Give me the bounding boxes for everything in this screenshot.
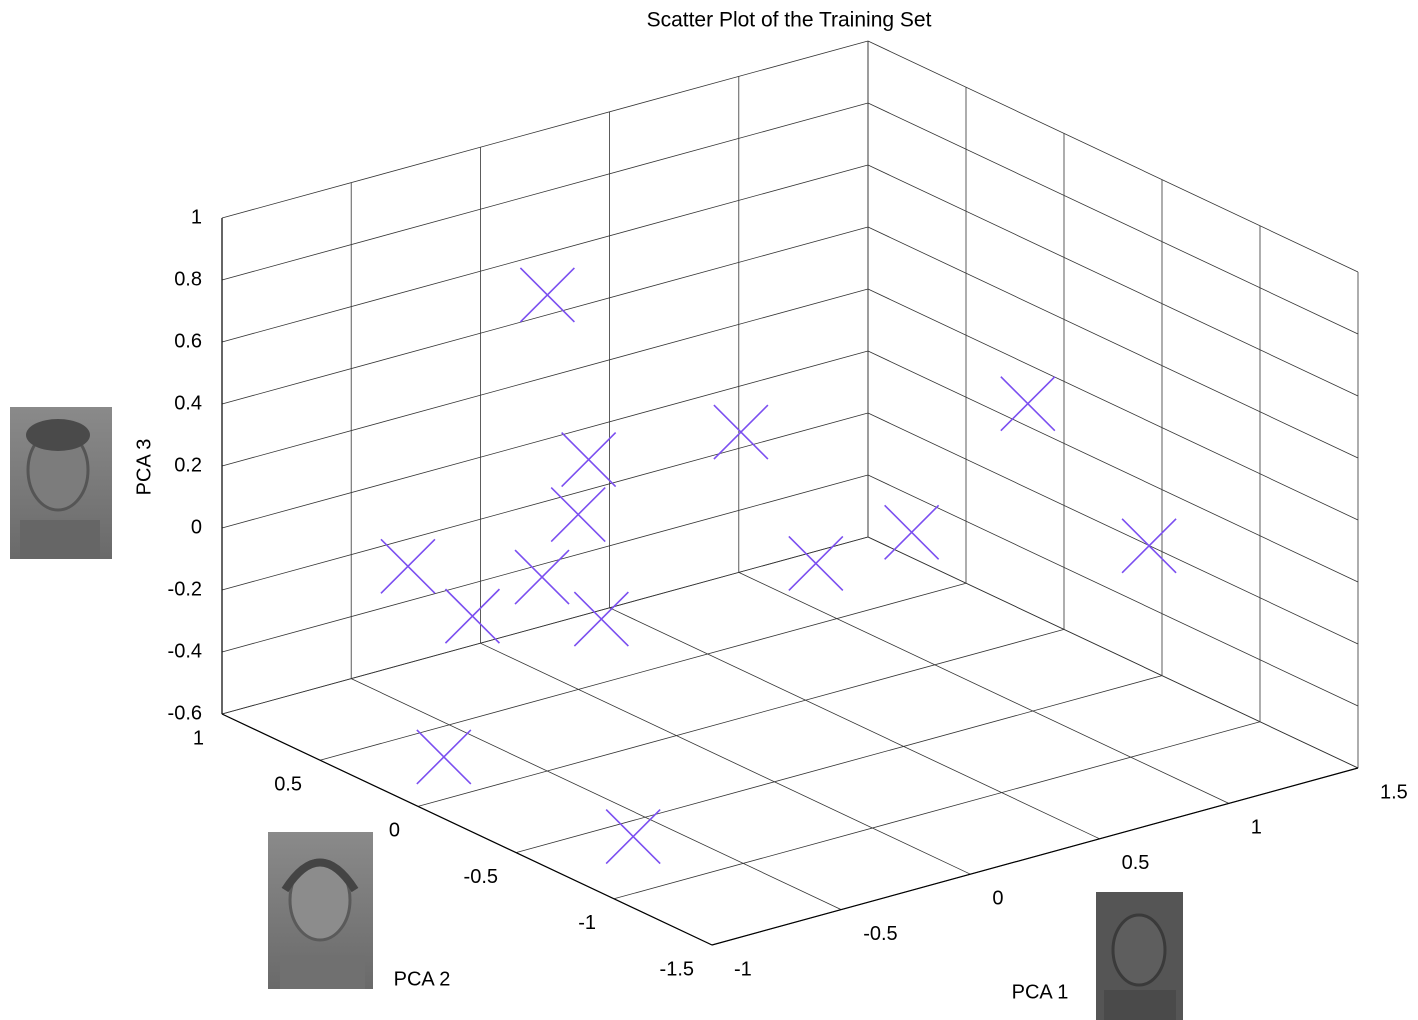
grid-line: [867, 474, 1359, 707]
marker: [788, 535, 844, 591]
z-tick-label: -0.2: [168, 578, 202, 600]
grid-line: [867, 350, 1359, 583]
grid-line: [221, 536, 869, 715]
grid-line: [738, 572, 1229, 804]
marker: [1121, 518, 1177, 574]
x-tick-label: 1.5: [1380, 781, 1408, 803]
face-image-z: [10, 407, 112, 559]
grid-line: [221, 164, 869, 343]
face-image-y: [268, 832, 373, 989]
z-tick-label: 1: [191, 206, 202, 228]
marker: [519, 267, 575, 323]
z-tick-label: -0.4: [168, 640, 202, 662]
grid-line: [867, 536, 1359, 769]
axis-line: [221, 713, 713, 946]
face-image-x: [1096, 892, 1183, 1020]
marker: [550, 486, 606, 543]
y-tick-label: -1: [578, 912, 596, 934]
grid-line: [221, 350, 869, 529]
marker: [561, 432, 617, 488]
z-axis-label: PCA 3: [133, 439, 155, 496]
grid-line: [867, 412, 1359, 645]
x-tick-label: -1: [734, 958, 752, 980]
marker: [380, 538, 436, 594]
marker: [1000, 376, 1056, 432]
x-tick-label: 0.5: [1122, 852, 1150, 874]
grid-line: [221, 226, 869, 405]
grid-line: [613, 721, 1261, 900]
y-tick-label: -1.5: [660, 958, 694, 980]
x-tick-label: 0: [992, 887, 1003, 909]
marker: [713, 404, 769, 460]
marker: [573, 591, 629, 647]
x-tick-label: -0.5: [863, 923, 897, 945]
grid-line: [221, 412, 869, 591]
x-tick-label: 1: [1251, 817, 1262, 839]
grid-line: [867, 40, 1359, 273]
z-tick-label: 0.2: [174, 454, 202, 476]
chart-title: Scatter Plot of the Training Set: [647, 9, 932, 32]
y-tick-label: 1: [193, 727, 204, 749]
grid-line: [221, 40, 869, 219]
grid-line: [867, 164, 1359, 397]
grid-line: [867, 226, 1359, 459]
z-tick-label: -0.6: [168, 702, 202, 724]
y-tick-label: 0: [389, 820, 400, 842]
marker: [514, 549, 570, 605]
grid-line: [480, 642, 971, 875]
marker: [605, 809, 661, 865]
z-tick-label: 0.4: [174, 392, 202, 414]
y-axis-label: PCA 2: [394, 968, 451, 990]
y-tick-label: 0.5: [274, 773, 302, 795]
z-tick-label: 0.8: [174, 268, 202, 290]
marker: [444, 588, 501, 644]
grid-line: [609, 607, 1100, 840]
grid-line: [867, 102, 1359, 335]
y-tick-label: -0.5: [464, 866, 498, 888]
x-axis-label: PCA 1: [1012, 981, 1069, 1003]
grid-line: [515, 675, 1163, 853]
grid-line: [221, 102, 869, 281]
grid-line: [867, 288, 1359, 521]
grid-line: [417, 629, 1065, 807]
marker: [884, 504, 940, 560]
grid-line: [319, 582, 967, 761]
grid-line: [351, 678, 842, 910]
marker: [416, 729, 472, 785]
axis-line: [711, 767, 1359, 946]
z-tick-label: 0.6: [174, 330, 202, 352]
grid-line: [221, 288, 869, 467]
grid-line: [221, 474, 869, 653]
z-tick-label: 0: [191, 516, 202, 538]
